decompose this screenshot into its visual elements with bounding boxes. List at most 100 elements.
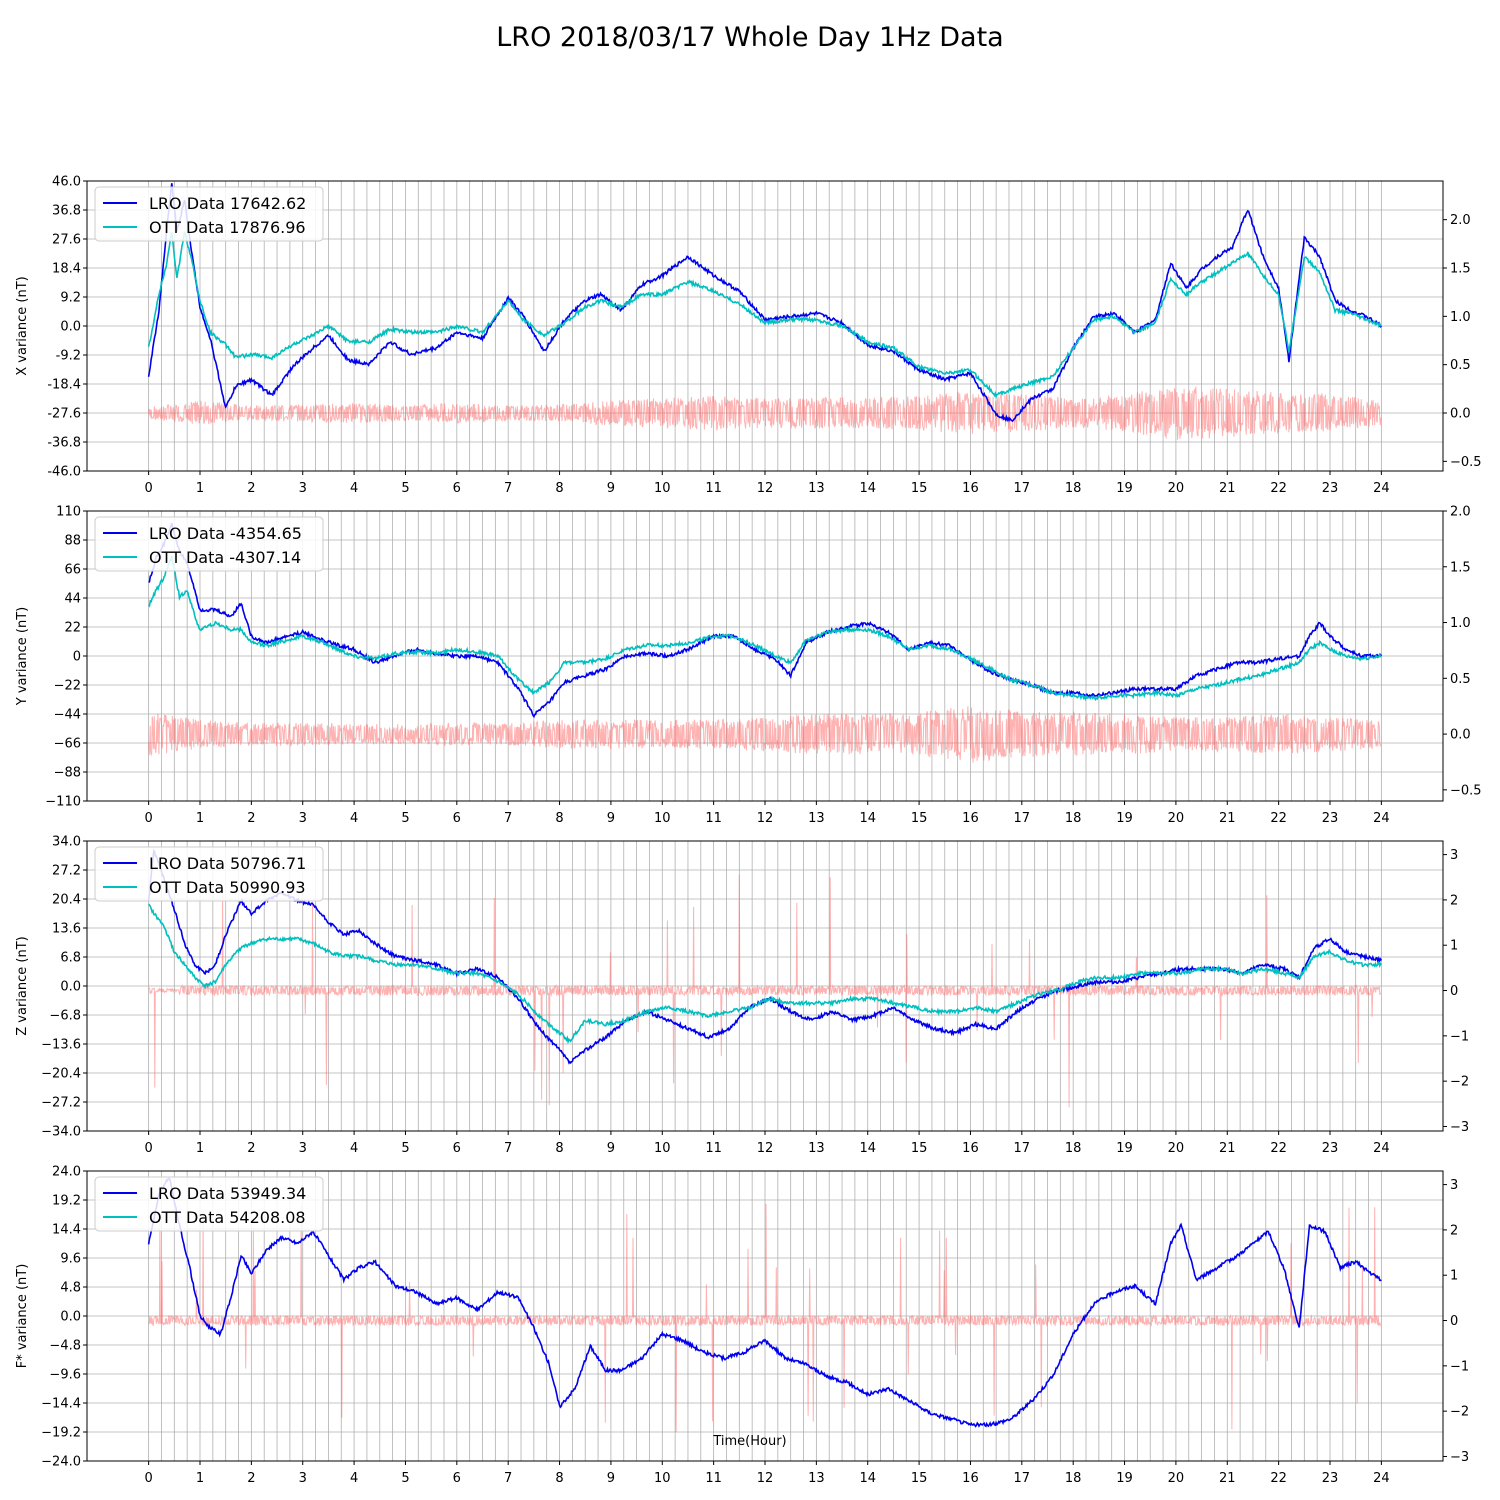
x-tick-label: 24 bbox=[1373, 481, 1390, 496]
difference-series bbox=[148, 1203, 1382, 1433]
x-tick-label: 12 bbox=[757, 1141, 774, 1156]
y-tick-label: −14.4 bbox=[41, 1397, 81, 1412]
x-tick-label: 12 bbox=[757, 1471, 774, 1486]
plot-frame bbox=[86, 180, 1444, 472]
x-tick-label: 7 bbox=[504, 1141, 512, 1156]
x-tick-label: 16 bbox=[962, 481, 979, 496]
x-tick-label: 13 bbox=[808, 811, 825, 826]
x-tick-label: 4 bbox=[350, 1471, 358, 1486]
y-tick-label: −22 bbox=[54, 679, 81, 694]
plot-frame bbox=[86, 510, 1444, 802]
y-tick-label: −44 bbox=[54, 708, 81, 723]
x-tick-label: 21 bbox=[1219, 1141, 1236, 1156]
x-tick-label: 5 bbox=[401, 481, 409, 496]
y-tick-label: 44 bbox=[64, 592, 81, 607]
y-tick-label: 18.4 bbox=[52, 262, 81, 277]
x-tick-label: 6 bbox=[453, 1471, 461, 1486]
x-tick-label: 20 bbox=[1168, 1141, 1185, 1156]
x-tick-label: 19 bbox=[1116, 1471, 1133, 1486]
x-tick-label: 18 bbox=[1065, 481, 1082, 496]
x-tick-label: 23 bbox=[1322, 811, 1339, 826]
y2-tick-label: 2 bbox=[1450, 1223, 1458, 1238]
x-tick-label: 13 bbox=[808, 481, 825, 496]
y2-tick-label: 1 bbox=[1450, 1269, 1458, 1284]
ott-series bbox=[147, 555, 1382, 702]
y2-tick-label: 0.5 bbox=[1450, 672, 1471, 687]
x-tick-label: 11 bbox=[705, 481, 722, 496]
x-tick-label: 3 bbox=[299, 1471, 307, 1486]
y-tick-label: −6.8 bbox=[49, 1009, 81, 1024]
y-axis-label: Z variance (nT) bbox=[15, 936, 30, 1035]
x-tick-label: 10 bbox=[654, 1141, 671, 1156]
y2-tick-label: −1 bbox=[1450, 1359, 1469, 1374]
x-tick-label: 14 bbox=[859, 481, 876, 496]
y2-tick-label: −1 bbox=[1450, 1029, 1469, 1044]
y-tick-label: 6.8 bbox=[60, 951, 81, 966]
y-tick-label: −27.2 bbox=[41, 1096, 81, 1111]
y2-tick-label: 0 bbox=[1450, 1314, 1458, 1329]
x-tick-label: 5 bbox=[401, 1141, 409, 1156]
y-axis-label: Y variance (nT) bbox=[15, 607, 30, 707]
x-tick-label: 8 bbox=[555, 481, 563, 496]
x-tick-label: 9 bbox=[607, 1141, 615, 1156]
legend-label-ott: OTT Data 54208.08 bbox=[149, 1208, 306, 1227]
x-tick-label: 4 bbox=[350, 811, 358, 826]
x-tick-label: 3 bbox=[299, 1141, 307, 1156]
x-tick-label: 12 bbox=[757, 811, 774, 826]
legend-label-ott: OTT Data -4307.14 bbox=[149, 548, 301, 567]
y2-tick-label: −3 bbox=[1450, 1120, 1469, 1135]
y2-tick-label: 2 bbox=[1450, 893, 1458, 908]
x-tick-label: 6 bbox=[453, 811, 461, 826]
y2-tick-label: −3 bbox=[1450, 1450, 1469, 1465]
x-tick-label: 21 bbox=[1219, 811, 1236, 826]
y-tick-label: −88 bbox=[54, 766, 81, 781]
plot-frame bbox=[86, 1170, 1444, 1462]
x-tick-label: 20 bbox=[1168, 1471, 1185, 1486]
y2-tick-label: −2 bbox=[1450, 1075, 1469, 1090]
y2-tick-label: 1 bbox=[1450, 939, 1458, 954]
y-tick-label: 36.8 bbox=[52, 204, 81, 219]
x-tick-label: 17 bbox=[1014, 481, 1031, 496]
y2-tick-label: −0.5 bbox=[1450, 455, 1482, 470]
x-tick-label: 17 bbox=[1014, 1141, 1031, 1156]
ott-series bbox=[147, 231, 1382, 400]
y-tick-label: -46.0 bbox=[47, 465, 81, 480]
x-tick-label: 2 bbox=[247, 1471, 255, 1486]
y-tick-label: −34.0 bbox=[41, 1125, 81, 1140]
x-tick-label: 4 bbox=[350, 481, 358, 496]
y-tick-label: 110 bbox=[56, 505, 81, 520]
x-tick-label: 5 bbox=[401, 1471, 409, 1486]
y-tick-label: −13.6 bbox=[41, 1038, 81, 1053]
x-tick-label: 15 bbox=[911, 481, 928, 496]
y-tick-label: −24.0 bbox=[41, 1455, 81, 1470]
y2-tick-label: 3 bbox=[1450, 848, 1458, 863]
x-tick-label: 14 bbox=[859, 1141, 876, 1156]
x-tick-label: 22 bbox=[1270, 1471, 1287, 1486]
y-tick-label: 88 bbox=[64, 534, 81, 549]
y2-tick-label: 2.0 bbox=[1450, 505, 1471, 520]
y2-tick-label: 1.0 bbox=[1450, 616, 1471, 631]
y2-tick-label: 2.0 bbox=[1450, 213, 1471, 228]
x-tick-label: 24 bbox=[1373, 1471, 1390, 1486]
y-tick-label: −20.4 bbox=[41, 1067, 81, 1082]
y-tick-label: 0 bbox=[73, 650, 81, 665]
y-tick-label: 27.2 bbox=[52, 864, 81, 879]
x-tick-label: 15 bbox=[911, 811, 928, 826]
legend-label-lro: LRO Data 17642.62 bbox=[149, 194, 306, 213]
x-tick-label: 5 bbox=[401, 811, 409, 826]
y2-tick-label: 0.0 bbox=[1450, 407, 1471, 422]
x-tick-label: 17 bbox=[1014, 1471, 1031, 1486]
x-tick-label: 2 bbox=[247, 811, 255, 826]
x-tick-label: 3 bbox=[299, 481, 307, 496]
y2-tick-label: 0.0 bbox=[1450, 728, 1471, 743]
y2-tick-label: 1.0 bbox=[1450, 310, 1471, 325]
x-tick-label: 1 bbox=[196, 1471, 204, 1486]
y-tick-label: −110 bbox=[45, 795, 81, 810]
x-tick-label: 21 bbox=[1219, 1471, 1236, 1486]
x-tick-label: 16 bbox=[962, 811, 979, 826]
legend-label-ott: OTT Data 50990.93 bbox=[149, 878, 306, 897]
x-tick-label: 19 bbox=[1116, 811, 1133, 826]
x-tick-label: 23 bbox=[1322, 481, 1339, 496]
x-tick-label: 2 bbox=[247, 481, 255, 496]
